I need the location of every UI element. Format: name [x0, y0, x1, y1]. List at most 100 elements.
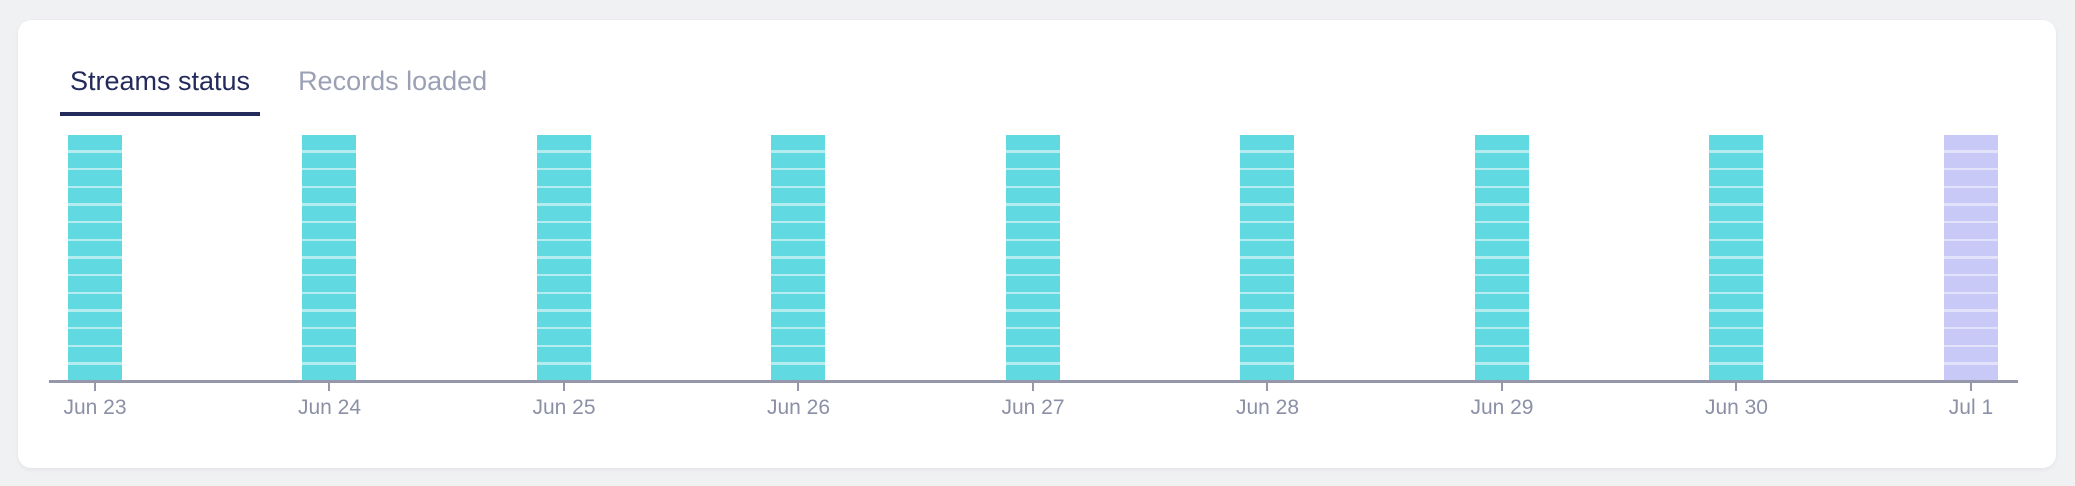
bar-segment: [302, 311, 357, 327]
bar-segment: [771, 364, 826, 380]
bar-segment: [1474, 205, 1529, 221]
x-axis-line: [49, 380, 2018, 383]
bar-segment: [1240, 364, 1295, 380]
bar-segment: [1943, 188, 1998, 204]
x-axis-tick: [1969, 383, 1972, 391]
bar-segment: [536, 188, 591, 204]
bar-segment: [1943, 364, 1998, 380]
x-axis-label: Jul 1: [1948, 396, 1994, 419]
bar-segment: [1474, 152, 1529, 168]
bar-segment: [1240, 258, 1295, 274]
bar-segment: [1474, 188, 1529, 204]
bar-segment: [302, 241, 357, 257]
bar-segment: [1943, 170, 1998, 186]
bar-segment: [1709, 170, 1764, 186]
bar-segment: [1474, 294, 1529, 310]
bar-segment: [1943, 241, 1998, 257]
bar-segment: [1709, 188, 1764, 204]
x-axis-tick: [797, 383, 800, 391]
bar-segment: [536, 241, 591, 257]
bar-segment: [1005, 276, 1060, 292]
bar-segment: [1240, 329, 1295, 345]
x-axis-label: Jun 26: [766, 396, 831, 419]
bar-segment: [536, 258, 591, 274]
bar-segment: [771, 223, 826, 239]
bar-jun-28[interactable]: [1240, 135, 1295, 380]
x-axis-tick: [562, 383, 565, 391]
bar-segment: [771, 258, 826, 274]
bar-segment: [302, 347, 357, 363]
bar-segment: [771, 347, 826, 363]
bar-segment: [1005, 258, 1060, 274]
bar-segment: [1474, 364, 1529, 380]
bar-segment: [1005, 205, 1060, 221]
bar-segment: [771, 188, 826, 204]
bar-segment: [1240, 223, 1295, 239]
bar-jun-30[interactable]: [1709, 135, 1764, 380]
bar-segment: [67, 311, 122, 327]
bar-segment: [1005, 294, 1060, 310]
bar-jun-23[interactable]: [67, 135, 122, 380]
bar-segment: [536, 205, 591, 221]
bar-segment: [67, 241, 122, 257]
bar-segment: [302, 152, 357, 168]
bar-segment: [1005, 311, 1060, 327]
bar-segment: [67, 223, 122, 239]
bar-segment: [1474, 329, 1529, 345]
bar-segment: [1005, 241, 1060, 257]
chart-bars-layer: [49, 135, 2018, 380]
bar-segment: [1709, 364, 1764, 380]
bar-jul-1[interactable]: [1943, 135, 1998, 380]
tab-records-loaded[interactable]: Records loaded: [288, 65, 497, 116]
bar-segment: [1005, 329, 1060, 345]
bar-segment: [1474, 276, 1529, 292]
x-axis-label: Jun 27: [1001, 396, 1065, 419]
bar-segment: [1005, 188, 1060, 204]
bar-segment: [1474, 311, 1529, 327]
bar-jun-29[interactable]: [1474, 135, 1529, 380]
bar-jun-25[interactable]: [536, 135, 591, 380]
bar-segment: [1474, 170, 1529, 186]
bar-segment: [67, 152, 122, 168]
bar-segment: [1005, 223, 1060, 239]
tab-streams-status[interactable]: Streams status: [60, 65, 261, 116]
bar-segment: [1709, 294, 1764, 310]
bar-segment: [536, 152, 591, 168]
bar-segment: [1943, 294, 1998, 310]
bar-segment: [536, 311, 591, 327]
bar-segment: [1709, 276, 1764, 292]
bar-segment: [771, 241, 826, 257]
bar-segment: [771, 170, 826, 186]
x-axis-label: Jun 28: [1235, 396, 1300, 419]
bar-jun-27[interactable]: [1005, 135, 1060, 380]
bar-segment: [302, 258, 357, 274]
bar-segment: [1943, 347, 1998, 363]
bar-segment: [771, 135, 826, 151]
bar-segment: [1943, 205, 1998, 221]
bar-segment: [1943, 135, 1998, 151]
bar-segment: [1709, 347, 1764, 363]
bar-segment: [771, 152, 826, 168]
bar-segment: [1709, 223, 1764, 239]
bar-segment: [771, 311, 826, 327]
bar-segment: [67, 347, 122, 363]
bar-segment: [1474, 258, 1529, 274]
x-axis-label: Jun 29: [1470, 396, 1534, 419]
bar-segment: [536, 364, 591, 380]
bar-segment: [1240, 311, 1295, 327]
bar-segment: [771, 294, 826, 310]
bar-segment: [1943, 329, 1998, 345]
bar-segment: [67, 170, 122, 186]
bar-jun-24[interactable]: [302, 135, 357, 380]
bar-segment: [1943, 311, 1998, 327]
bar-segment: [302, 329, 357, 345]
bar-segment: [1240, 205, 1295, 221]
bar-segment: [1943, 276, 1998, 292]
bar-jun-26[interactable]: [771, 135, 826, 380]
bar-segment: [67, 258, 122, 274]
bar-segment: [536, 329, 591, 345]
bar-segment: [302, 188, 357, 204]
bar-segment: [1005, 347, 1060, 363]
x-axis-tick: [1500, 383, 1503, 391]
bar-segment: [1709, 241, 1764, 257]
